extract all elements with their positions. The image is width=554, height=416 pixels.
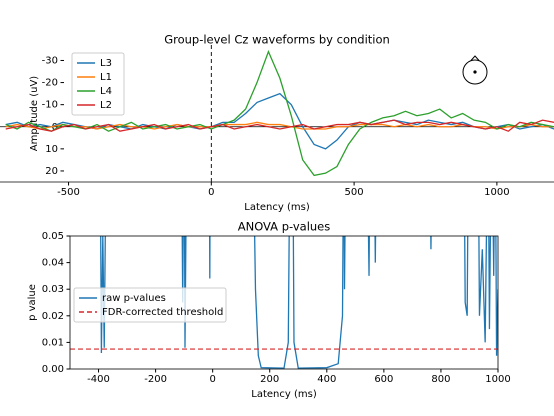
x-tick-label: -400 [87, 374, 110, 385]
y-tick-label: 0.02 [42, 311, 64, 322]
y-tick-label: 0.03 [42, 284, 64, 295]
x-tick-label: 200 [260, 374, 279, 385]
plot-area [0, 45, 554, 182]
head-icon [462, 55, 488, 85]
x-tick-label: 600 [374, 374, 393, 385]
x-axis-label: Latency (ms) [251, 389, 317, 400]
x-tick-label: -500 [57, 187, 80, 198]
x-tick-label: -200 [144, 374, 167, 385]
legend-box [73, 287, 227, 323]
y-tick-label: -10 [42, 100, 58, 111]
chart-title: ANOVA p-values [238, 220, 331, 234]
y-axis-label: p value [27, 284, 38, 321]
y-tick-label: -20 [42, 78, 58, 89]
y-tick-label: 20 [45, 166, 58, 177]
y-tick-label: -30 [42, 55, 58, 66]
y-tick-label: 0.04 [42, 258, 64, 269]
legend-label: L2 [100, 100, 112, 111]
x-tick-label: 1000 [485, 374, 510, 385]
y-tick-label: 0 [52, 122, 58, 133]
legend-box [71, 52, 125, 116]
axes-frame [69, 235, 499, 370]
legend-label: L1 [100, 72, 112, 83]
legend-label: raw p-values [102, 293, 166, 304]
y-tick-label: 0.01 [42, 337, 64, 348]
x-tick-label: 0 [209, 374, 215, 385]
series-line [5, 119, 554, 132]
series-line [5, 49, 554, 177]
x-tick-label: 400 [317, 374, 336, 385]
x-axis-label: Latency (ms) [244, 202, 310, 213]
x-tick-label: 800 [431, 374, 450, 385]
x-tick-label: 1000 [484, 187, 509, 198]
legend-label: L3 [100, 58, 112, 69]
legend-label: FDR-corrected threshold [102, 307, 223, 318]
y-tick-label: 0.00 [42, 364, 64, 375]
x-tick-label: 0 [208, 187, 214, 198]
y-tick-label: 0.05 [42, 231, 64, 242]
legend-label: L4 [100, 86, 112, 97]
y-axis-label: Amplitude (uV) [29, 76, 40, 152]
y-tick-label: 10 [45, 144, 58, 155]
chart-title: Group-level Cz waveforms by condition [164, 33, 390, 47]
x-tick-label: 500 [345, 187, 364, 198]
